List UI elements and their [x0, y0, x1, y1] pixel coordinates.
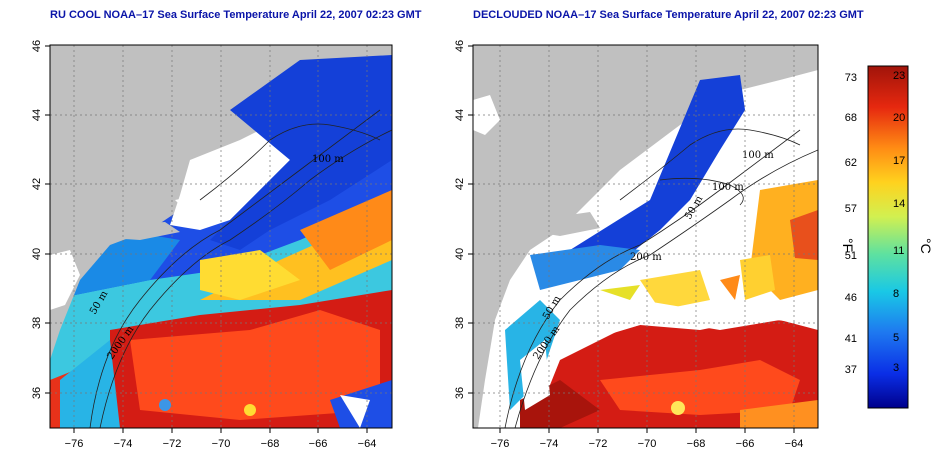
right-y-tick: 38 — [454, 317, 466, 329]
colorbar-f-tick: 46 — [845, 292, 857, 304]
left-x-tick: −70 — [212, 438, 231, 450]
right-y-tick: 46 — [454, 40, 466, 52]
right-sst-field — [473, 45, 818, 428]
colorbar-c-tick: 3 — [893, 362, 899, 374]
right-x-tick: −64 — [785, 438, 804, 450]
colorbar-c-tick: 23 — [893, 70, 905, 82]
right-y-tick: 42 — [454, 178, 466, 190]
left-map: 100 m 50 m 2000 m −76 −74 −72 — [31, 40, 393, 450]
colorbar-f-tick: 41 — [845, 333, 857, 345]
colorbar-f-tick: 51 — [845, 250, 857, 262]
left-bathymetry-contours — [89, 109, 392, 428]
colorbar-c-tick: 8 — [893, 288, 899, 300]
colorbar-c-tick: 5 — [893, 332, 899, 344]
left-y-tick: 40 — [31, 248, 43, 260]
colorbar-gradient — [867, 65, 909, 409]
left-y-tick: 38 — [31, 317, 43, 329]
colorbar-f-tick: 57 — [845, 203, 857, 215]
colorbar-c-tick: 11 — [893, 245, 904, 257]
right-x-tick: −68 — [687, 438, 706, 450]
colorbar-c-tick: 20 — [893, 112, 905, 124]
right-contour-label-100m: 100 m — [712, 182, 744, 193]
right-bathymetry-contours — [504, 128, 818, 428]
colorbar-c-tick: 17 — [893, 155, 905, 167]
right-y-tick: 40 — [454, 248, 466, 260]
left-contour-label-100m: 100 m — [312, 154, 344, 165]
left-x-tick: −68 — [261, 438, 280, 450]
left-grid — [50, 45, 392, 428]
left-x-tick: −64 — [358, 438, 377, 450]
left-x-tick: −66 — [309, 438, 328, 450]
colorbar-f-tick: 37 — [845, 364, 857, 376]
right-x-tick: −70 — [638, 438, 657, 450]
left-x-tick: −74 — [114, 438, 133, 450]
right-map: 100 m 100 m 50 m 200 m 50 m 2000 m −76 − — [454, 40, 819, 450]
left-x-tick: −76 — [65, 438, 84, 450]
right-map-frame — [472, 44, 819, 429]
left-sst-field — [50, 45, 392, 428]
left-tick-marks — [45, 45, 368, 433]
right-x-tick: −72 — [589, 438, 608, 450]
right-contour-label-200m: 200 m — [630, 252, 662, 263]
right-x-tick: −76 — [491, 438, 510, 450]
left-y-tick: 44 — [31, 109, 43, 121]
right-grid — [473, 45, 818, 428]
colorbar-f-label: °F — [840, 238, 856, 252]
colorbar-f-tick: 62 — [845, 157, 857, 169]
left-y-tick: 36 — [31, 387, 43, 399]
colorbar-f-tick: 73 — [845, 72, 857, 84]
right-x-tick: −66 — [736, 438, 755, 450]
right-contour-label-100m: 100 m — [742, 150, 774, 161]
right-map-title: DECLOUDED NOAA–17 Sea Surface Temperatur… — [473, 9, 864, 21]
left-y-tick: 42 — [31, 178, 43, 190]
colorbar: 73 68 62 57 51 46 41 37 23 20 17 14 11 8… — [840, 65, 934, 409]
left-map-title: RU COOL NOAA–17 Sea Surface Temperature … — [50, 9, 422, 21]
right-x-tick: −74 — [540, 438, 559, 450]
right-y-tick: 44 — [454, 109, 466, 121]
left-y-tick: 46 — [31, 40, 43, 52]
left-x-tick: −72 — [163, 438, 182, 450]
right-y-tick: 36 — [454, 387, 466, 399]
colorbar-c-tick: 14 — [893, 198, 905, 210]
colorbar-f-tick: 68 — [845, 112, 857, 124]
right-tick-marks — [468, 45, 795, 433]
colorbar-c-label: °C — [918, 238, 934, 254]
